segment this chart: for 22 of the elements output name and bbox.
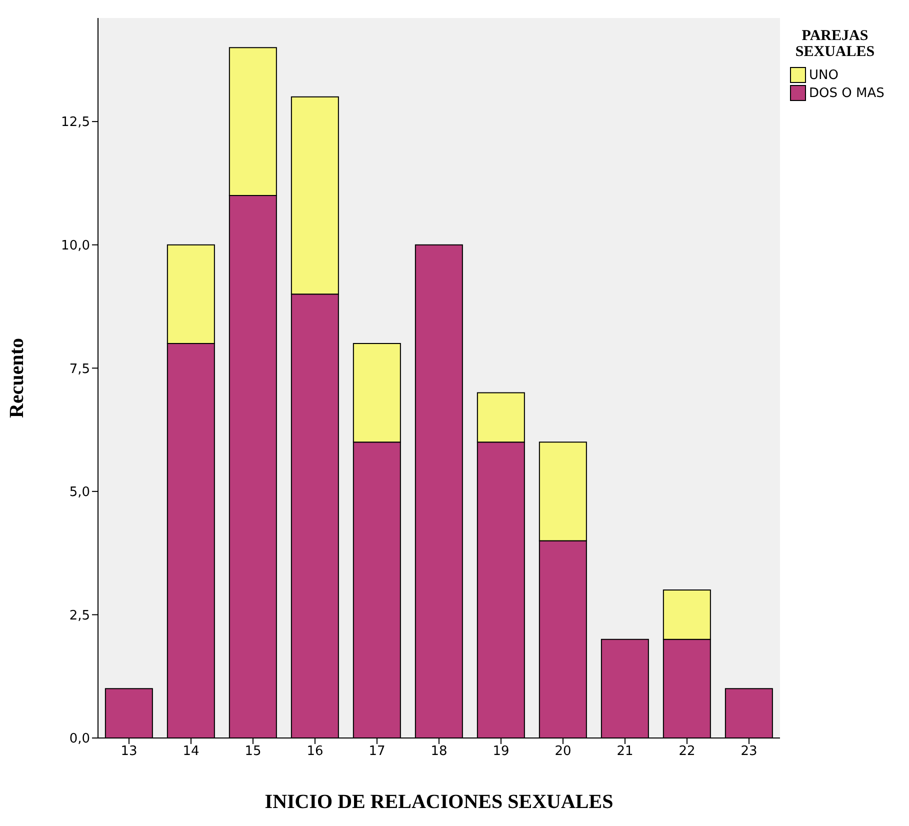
x-tick-label: 22 [678,744,696,760]
x-tick-label: 15 [244,744,262,760]
x-tick-label: 17 [368,744,386,760]
x-tick-label: 13 [120,744,138,760]
y-tick-label: 0,0 [69,732,90,747]
x-tick-label: 18 [430,744,448,760]
x-tick-label: 21 [616,744,634,760]
legend-label: UNO [809,68,838,82]
x-tick-label: 23 [740,744,758,760]
x-tick-label: 19 [492,744,510,760]
x-axis-title: INICIO DE RELACIONES SEXUALES [264,791,614,813]
y-axis-title: Recuento [6,338,28,418]
x-tick-label: 14 [182,744,200,760]
y-tick-label: 12,5 [61,115,90,130]
x-tick-label: 16 [306,744,324,760]
y-tick-label: 7,5 [69,362,90,377]
y-tick-label: 5,0 [69,485,90,500]
y-tick-label: 2,5 [69,608,90,624]
legend-title: PAREJAS SEXUALES [794,28,876,60]
y-tick-label: 10,0 [61,238,90,254]
x-tick-label: 20 [554,744,572,760]
legend-label: DOS O MAS [809,86,884,100]
